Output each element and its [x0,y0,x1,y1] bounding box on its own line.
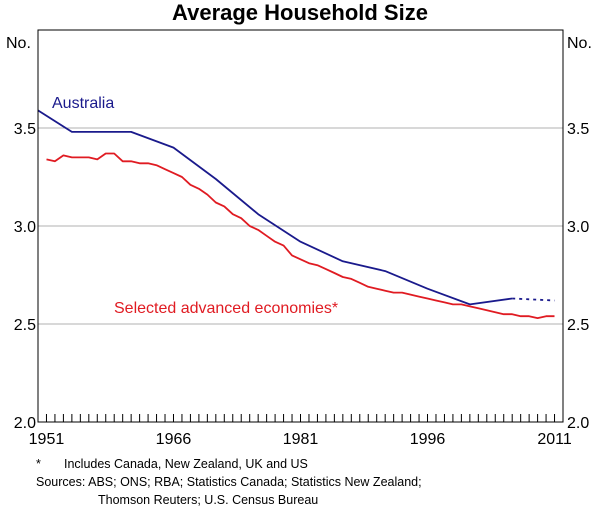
sources-line-1: Sources: ABS; ONS; RBA; Statistics Canad… [36,475,422,489]
australia-projection-line [512,297,555,302]
gridlines [38,127,563,325]
left-axis-unit: No. [6,35,31,52]
footnote-mark: * [36,457,41,471]
x-tick-label-2011: 2011 [537,431,572,448]
x-tick-label-1966: 1966 [156,431,192,448]
right-axis-unit: No. [567,35,592,52]
australia-line [37,109,513,306]
y-tick-label-right-2.0: 2.0 [567,415,589,432]
sources-line-2: Thomson Reuters; U.S. Census Bureau [98,493,318,507]
series-lines [37,109,555,320]
x-tick-label-1981: 1981 [283,431,319,448]
x-tick-label-1951: 1951 [29,431,65,448]
axis-ticks [37,414,564,422]
advanced-economies-line [46,152,555,320]
y-tick-label-right-3.0: 3.0 [567,219,589,236]
y-tick-label-left-2.5: 2.5 [14,317,36,334]
australia-series-label: Australia [52,95,114,112]
chart-title: Average Household Size [172,0,428,25]
advanced-economies-series-label: Selected advanced economies* [114,300,338,317]
y-tick-label-right-3.5: 3.5 [567,121,589,138]
y-tick-label-left-3.5: 3.5 [14,121,36,138]
y-tick-label-left-3.0: 3.0 [14,219,36,236]
y-tick-label-left-2.0: 2.0 [14,415,36,432]
y-tick-label-right-2.5: 2.5 [567,317,589,334]
axis-tick-labels: 2.0 2.0 2.5 2.5 3.0 3.0 3.5 3.5 1951 1966 1981 1996… [14,121,590,448]
x-tick-label-1996: 1996 [410,431,446,448]
footnote-text: Includes Canada, New Zealand, UK and US [64,457,308,471]
